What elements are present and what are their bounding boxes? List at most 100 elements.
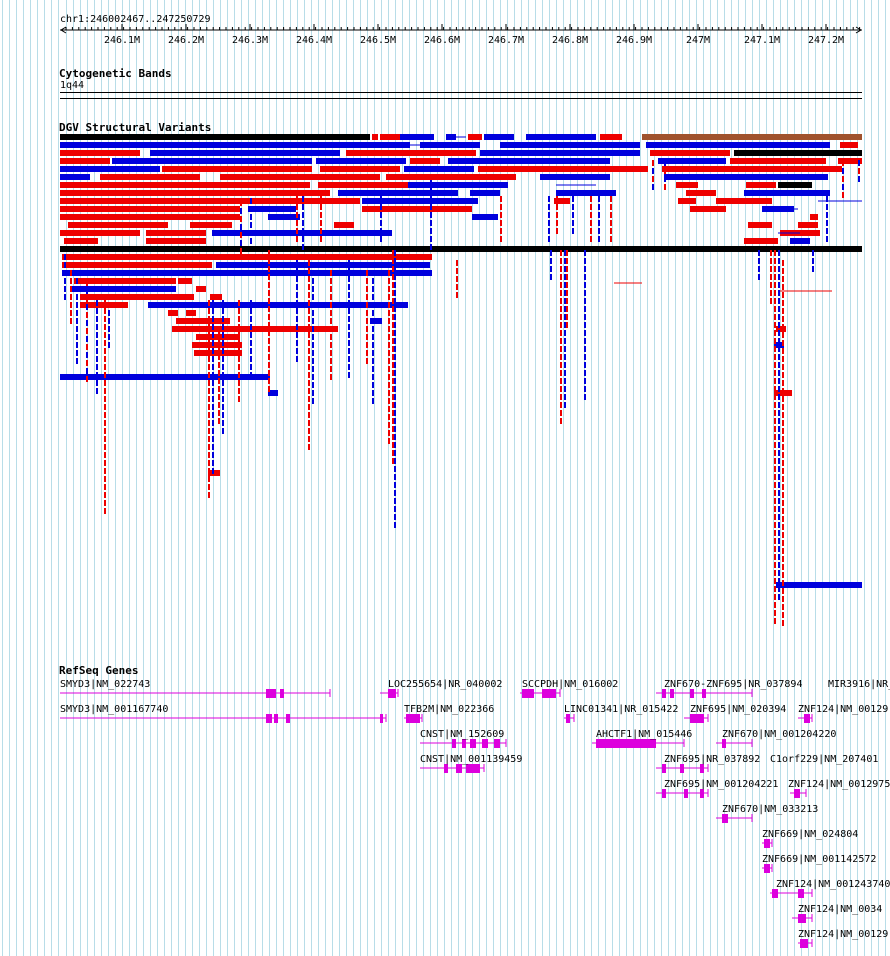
dgv-variant-mark[interactable] — [590, 236, 592, 242]
dgv-variant-bar[interactable] — [410, 158, 440, 164]
dgv-variant-mark[interactable] — [778, 482, 780, 488]
dgv-variant-mark[interactable] — [550, 266, 552, 272]
dgv-variant-mark[interactable] — [330, 310, 332, 316]
dgv-variant-mark[interactable] — [782, 428, 784, 434]
dgv-variant-mark[interactable] — [774, 458, 776, 464]
dgv-variant-mark[interactable] — [208, 444, 210, 450]
dgv-variant-mark[interactable] — [610, 220, 612, 226]
dgv-variant-mark[interactable] — [782, 412, 784, 418]
dgv-variant-mark[interactable] — [86, 368, 88, 374]
dgv-variant-mark[interactable] — [348, 340, 350, 346]
dgv-variant-mark[interactable] — [388, 398, 390, 404]
dgv-variant-mark[interactable] — [86, 328, 88, 334]
dgv-variant-mark[interactable] — [208, 492, 210, 498]
dgv-variant-mark[interactable] — [388, 302, 390, 308]
dgv-variant-mark[interactable] — [842, 168, 844, 174]
dgv-variant-mark[interactable] — [778, 514, 780, 520]
dgv-variant-mark[interactable] — [548, 236, 550, 242]
dgv-variant-mark[interactable] — [366, 310, 368, 316]
dgv-variant-mark[interactable] — [564, 306, 566, 312]
dgv-variant-bar[interactable] — [554, 198, 570, 204]
dgv-variant-mark[interactable] — [104, 412, 106, 418]
gene-exon[interactable] — [596, 739, 656, 748]
dgv-variant-bar[interactable] — [500, 142, 640, 148]
dgv-variant-mark[interactable] — [782, 300, 784, 306]
dgv-variant-mark[interactable] — [572, 220, 574, 226]
dgv-variant-mark[interactable] — [610, 228, 612, 234]
dgv-variant-mark[interactable] — [296, 220, 298, 226]
dgv-variant-bar[interactable] — [192, 342, 242, 348]
dgv-variant-mark[interactable] — [208, 460, 210, 466]
dgv-variant-mark[interactable] — [774, 362, 776, 368]
dgv-variant-mark[interactable] — [392, 306, 394, 312]
dgv-variant-mark[interactable] — [366, 270, 368, 276]
dgv-variant-mark[interactable] — [774, 570, 776, 576]
dgv-variant-mark[interactable] — [394, 346, 396, 352]
dgv-variant-bar[interactable] — [746, 182, 776, 188]
dgv-variant-mark[interactable] — [770, 298, 772, 304]
dgv-variant-mark[interactable] — [782, 556, 784, 562]
dgv-variant-mark[interactable] — [372, 382, 374, 388]
dgv-variant-mark[interactable] — [394, 298, 396, 304]
dgv-variant-mark[interactable] — [392, 274, 394, 280]
gene-label[interactable]: ZNF695|NR_037892 — [664, 754, 761, 765]
dgv-variant-mark[interactable] — [348, 292, 350, 298]
dgv-variant-mark[interactable] — [774, 266, 776, 272]
dgv-variant-mark[interactable] — [308, 348, 310, 354]
dgv-variant-mark[interactable] — [104, 396, 106, 402]
dgv-variant-mark[interactable] — [774, 554, 776, 560]
dgv-variant-bar[interactable] — [334, 222, 354, 228]
gene-label[interactable]: TFB2M|NM_022366 — [404, 704, 495, 715]
dgv-variant-mark[interactable] — [782, 548, 784, 554]
dgv-variant-bar[interactable] — [320, 166, 400, 172]
dgv-variant-mark[interactable] — [388, 270, 390, 276]
dgv-variant-mark[interactable] — [590, 212, 592, 218]
dgv-variant-bar[interactable] — [748, 222, 772, 228]
dgv-variant-mark[interactable] — [610, 204, 612, 210]
dgv-variant-mark[interactable] — [500, 196, 502, 202]
dgv-variant-mark[interactable] — [782, 348, 784, 354]
dgv-variant-mark[interactable] — [394, 418, 396, 424]
dgv-variant-mark[interactable] — [240, 224, 242, 230]
dgv-variant-mark[interactable] — [584, 338, 586, 344]
dgv-variant-mark[interactable] — [218, 394, 220, 400]
dgv-variant-mark[interactable] — [86, 280, 88, 286]
dgv-variant-bar[interactable] — [60, 230, 140, 236]
dgv-variant-mark[interactable] — [430, 212, 432, 218]
dgv-variant-mark[interactable] — [388, 358, 390, 364]
dgv-variant-mark[interactable] — [268, 370, 270, 376]
dgv-variant-mark[interactable] — [782, 604, 784, 610]
dgv-variant-mark[interactable] — [826, 196, 828, 202]
dgv-variant-bar[interactable] — [658, 158, 726, 164]
dgv-variant-mark[interactable] — [218, 418, 220, 424]
dgv-variant-mark[interactable] — [372, 398, 374, 404]
dgv-variant-mark[interactable] — [556, 196, 558, 202]
dgv-variant-mark[interactable] — [430, 236, 432, 242]
gene-label[interactable]: CNST|NM_001139459 — [420, 754, 523, 765]
dgv-variant-mark[interactable] — [108, 334, 110, 340]
dgv-variant-mark[interactable] — [560, 298, 562, 304]
dgv-variant-mark[interactable] — [826, 212, 828, 218]
dgv-variant-mark[interactable] — [778, 586, 780, 592]
dgv-variant-mark[interactable] — [758, 258, 760, 264]
dgv-variant-mark[interactable] — [774, 538, 776, 544]
dgv-variant-mark[interactable] — [774, 290, 776, 296]
dgv-variant-mark[interactable] — [64, 262, 66, 268]
dgv-variant-mark[interactable] — [70, 278, 72, 284]
dgv-variant-mark[interactable] — [104, 460, 106, 466]
dgv-variant-mark[interactable] — [778, 554, 780, 560]
dgv-variant-mark[interactable] — [590, 196, 592, 202]
dgv-variant-bar[interactable] — [148, 302, 408, 308]
dgv-variant-mark[interactable] — [392, 442, 394, 448]
gene-label[interactable]: MIR3916|NR_ — [828, 679, 890, 690]
dgv-variant-mark[interactable] — [774, 258, 776, 264]
dgv-variant-mark[interactable] — [566, 266, 568, 272]
dgv-variant-bar[interactable] — [798, 222, 818, 228]
dgv-variant-bar[interactable] — [178, 278, 192, 284]
dgv-variant-mark[interactable] — [212, 380, 214, 386]
dgv-variant-mark[interactable] — [774, 386, 776, 392]
gene-exon[interactable] — [266, 689, 272, 698]
dgv-variant-mark[interactable] — [268, 322, 270, 328]
dgv-variant-mark[interactable] — [388, 326, 390, 332]
dgv-variant-mark[interactable] — [268, 250, 270, 256]
